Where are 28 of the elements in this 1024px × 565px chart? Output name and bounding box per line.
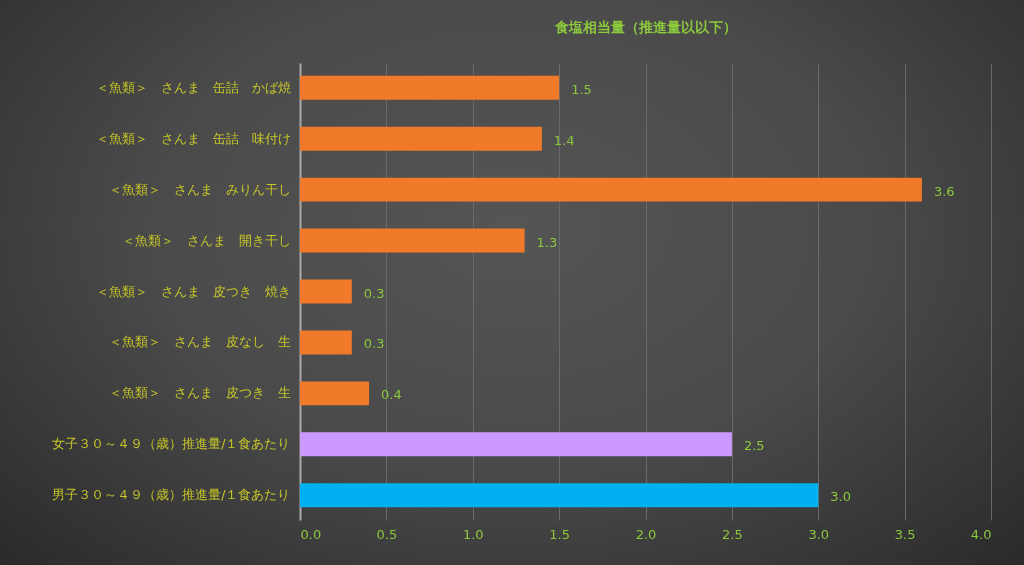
data-label: 1.3	[536, 234, 558, 250]
x-tick-label: 0.0	[300, 526, 322, 542]
data-label: 0.3	[363, 336, 385, 352]
data-label: 0.4	[381, 387, 402, 403]
x-tick-label: 2.0	[635, 526, 657, 542]
x-tick-label: 4.0	[970, 526, 992, 542]
x-tick-label: 1.5	[549, 526, 570, 542]
data-label: 0.3	[363, 285, 385, 301]
x-tick-label: 3.0	[808, 526, 830, 542]
x-tick-label: 1.0	[462, 526, 484, 542]
data-label: 1.5	[571, 81, 592, 97]
y-tick-label: ＜魚類＞ さんま 缶詰 かば焼	[95, 79, 291, 95]
y-tick-label: ＜魚類＞ さんま 皮つき 焼き	[95, 283, 291, 299]
y-tick-label: ＜魚類＞ さんま 缶詰 味付け	[95, 130, 291, 146]
chart-title: 食塩相当量（推進量以以下）	[553, 19, 737, 35]
y-tick-label: ＜魚類＞ さんま 開き干し	[121, 232, 291, 248]
y-tick-label: ＜魚類＞ さんま 皮なし 生	[108, 334, 291, 350]
x-tick-label: 3.5	[894, 526, 916, 542]
data-label: 1.4	[553, 132, 575, 148]
data-label: 3.0	[830, 489, 851, 505]
x-tick-label: 2.5	[722, 526, 743, 542]
data-label: 3.6	[933, 183, 955, 199]
data-label: 2.5	[743, 438, 765, 454]
x-tick-label: 0.5	[376, 526, 398, 542]
y-tick-label: ＜魚類＞ さんま 皮つき 生	[108, 385, 291, 401]
y-tick-label: 男子３０～４９（歳）推進量/１食あたり	[52, 487, 291, 503]
y-tick-label: ＜魚類＞ さんま みりん干し	[108, 181, 291, 197]
y-tick-label: 女子３０～４９（歳）推進量/１食あたり	[52, 436, 291, 452]
